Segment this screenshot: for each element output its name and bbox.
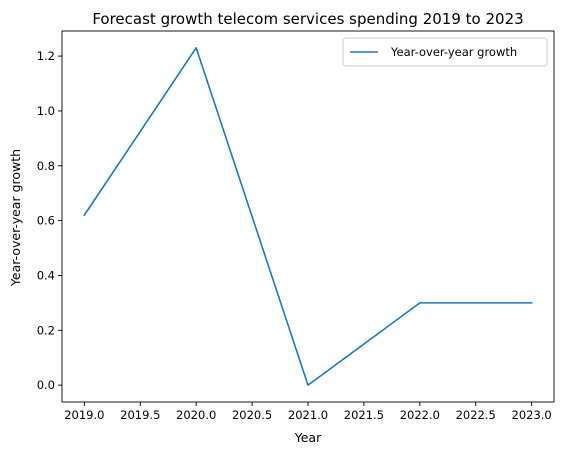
legend-box: [342, 37, 548, 67]
x-tick-label: 2020.0: [176, 408, 216, 422]
y-tick-label: 0.6: [37, 214, 55, 228]
y-tick-label: 1.2: [37, 49, 55, 63]
y-tick-label: 0.4: [37, 268, 55, 282]
plot-area: 2019.0 2019.5 2020.0 2020.5 2021.0 2021.5 2022…: [37, 30, 555, 422]
x-tick-label: 2020.5: [232, 408, 272, 422]
axes-frame: [61, 30, 555, 403]
x-tick-label: 2019.5: [120, 408, 160, 422]
y-tick-label: 0.2: [37, 323, 55, 337]
x-axis-label: Year: [294, 430, 322, 445]
x-tick-label: 2023.0: [512, 408, 552, 422]
x-tick-label: 2021.0: [288, 408, 328, 422]
x-tick-label: 2021.5: [344, 408, 384, 422]
legend-label: Year-over-year growth: [390, 45, 517, 59]
y-tick-label: 0.8: [37, 159, 55, 173]
x-tick-label: 2022.5: [456, 408, 496, 422]
series-line-0: [83, 47, 533, 386]
chart-title: Forecast growth telecom services spendin…: [92, 10, 523, 28]
x-tick-label: 2019.0: [64, 408, 104, 422]
x-tick-label: 2022.0: [400, 408, 440, 422]
y-axis-label: Year-over-year growth: [8, 149, 23, 287]
y-tick-label: 1.0: [37, 104, 55, 118]
y-tick-label: 0.0: [37, 378, 55, 392]
